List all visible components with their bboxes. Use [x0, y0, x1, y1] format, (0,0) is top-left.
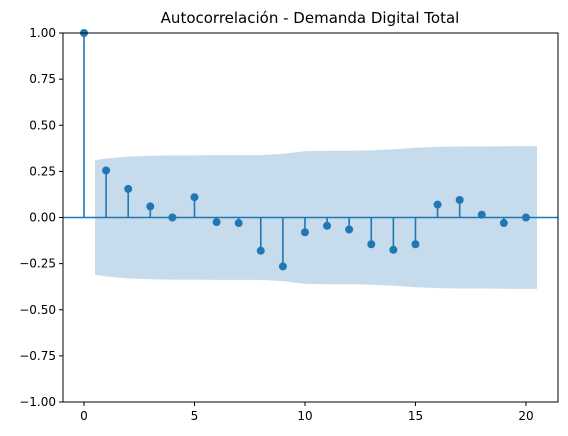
marker-lag-2	[124, 184, 133, 193]
marker-lag-11	[323, 221, 332, 230]
x-tick-label: 20	[518, 409, 533, 423]
marker-lag-17	[455, 195, 464, 204]
x-tick-label: 0	[80, 409, 88, 423]
marker-lag-3	[146, 202, 155, 211]
y-tick-label: −0.75	[19, 349, 56, 363]
marker-lag-6	[212, 218, 221, 227]
marker-lag-1	[102, 166, 111, 175]
y-tick-label: 1.00	[29, 26, 56, 40]
y-tick-label: −1.00	[19, 395, 56, 409]
x-axis: 0 5 10 15 20	[80, 402, 534, 423]
y-tick-label: −0.50	[19, 303, 56, 317]
marker-lag-9	[278, 262, 287, 271]
marker-lag-18	[477, 210, 486, 219]
y-tick-label: 0.00	[29, 211, 56, 225]
marker-lag-4	[168, 213, 177, 222]
marker-lag-16	[433, 200, 442, 209]
x-tick-label: 10	[297, 409, 312, 423]
marker-lag-7	[234, 219, 243, 228]
marker-lag-14	[389, 245, 398, 254]
x-tick-label: 5	[191, 409, 199, 423]
y-tick-label: 0.50	[29, 118, 56, 132]
marker-lag-8	[256, 246, 265, 255]
markers-group	[79, 29, 530, 271]
marker-lag-15	[411, 240, 420, 249]
marker-lag-13	[367, 240, 376, 249]
x-tick-label: 15	[408, 409, 423, 423]
marker-lag-10	[300, 228, 309, 237]
marker-lag-19	[499, 219, 508, 228]
marker-lag-12	[345, 225, 354, 234]
y-tick-label: 0.25	[29, 164, 56, 178]
marker-lag-20	[521, 213, 530, 222]
y-tick-label: 0.75	[29, 72, 56, 86]
chart-title: Autocorrelación - Demanda Digital Total	[161, 9, 460, 27]
y-axis: −1.00 −0.75 −0.50 −0.25 0.00 0.25 0.50 0.75 1.00	[19, 26, 63, 409]
y-tick-label: −0.25	[19, 257, 56, 271]
marker-lag-5	[190, 193, 199, 202]
